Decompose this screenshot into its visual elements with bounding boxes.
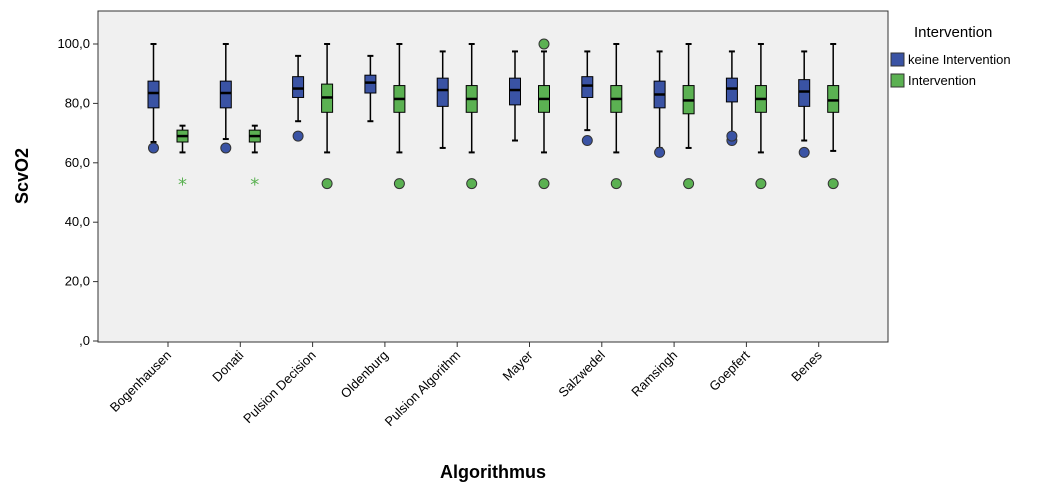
box-body [799, 80, 810, 107]
legend-title: Intervention [914, 24, 992, 41]
legend-swatch [891, 74, 904, 87]
outlier-point [221, 143, 231, 153]
outlier-point [322, 179, 332, 189]
outlier-point [684, 179, 694, 189]
y-axis: ,0 20,0 40,0 60,0 80,0 100,0 [57, 36, 98, 348]
outlier-point [539, 39, 549, 49]
outlier-point [655, 147, 665, 157]
x-tick-label: Pulsion Algorithm [382, 348, 464, 430]
outlier-point [539, 179, 549, 189]
y-axis-title: ScvO2 [12, 148, 32, 204]
x-tick-label: Benes [788, 347, 825, 384]
outlier-point [727, 131, 737, 141]
outlier-point [828, 179, 838, 189]
outlier-point [293, 131, 303, 141]
x-tick-label: Salzwedel [555, 347, 608, 400]
box-body [293, 77, 304, 98]
box-body [365, 75, 376, 93]
outlier-point [756, 179, 766, 189]
box-body [582, 77, 593, 98]
x-tick-label: Mayer [499, 347, 536, 384]
y-tick-label: 20,0 [65, 274, 90, 289]
y-tick-label: 60,0 [65, 155, 90, 170]
x-tick-label: Ramsingh [628, 348, 680, 400]
x-tick-label: Pulsion Decision [240, 348, 319, 427]
outlier-point [799, 147, 809, 157]
x-tick-label: Bogenhausen [107, 348, 174, 415]
box-body [726, 78, 737, 102]
box-body [510, 78, 521, 105]
x-tick-label: Goepfert [706, 347, 753, 394]
legend-label: Intervention [908, 73, 976, 88]
box-body [828, 86, 839, 113]
x-tick-label: Donati [209, 347, 246, 384]
box-body [437, 78, 448, 106]
x-tick-label: Oldenburg [337, 348, 391, 402]
x-axis-title: Algorithmus [440, 462, 546, 482]
y-tick-label: 80,0 [65, 95, 90, 110]
y-tick-label: 40,0 [65, 214, 90, 229]
outlier-point [467, 179, 477, 189]
outlier-point [394, 179, 404, 189]
box-body [220, 81, 231, 108]
extreme-point: * [178, 175, 187, 196]
y-tick-label: ,0 [79, 333, 90, 348]
box-body [148, 81, 159, 108]
legend-label: keine Intervention [908, 52, 1011, 67]
plot-area [98, 11, 888, 342]
outlier-point [582, 136, 592, 146]
outlier-point [611, 179, 621, 189]
y-tick-label: 100,0 [57, 36, 90, 51]
legend-swatch [891, 53, 904, 66]
legend: Intervention keine Intervention Intervent… [891, 24, 1011, 88]
outlier-point [149, 143, 159, 153]
extreme-point: * [250, 175, 259, 196]
